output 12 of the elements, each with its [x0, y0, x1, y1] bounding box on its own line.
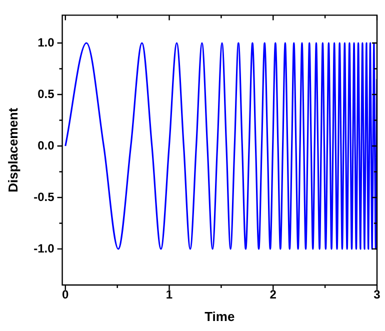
y-tick-label: 1.0	[38, 35, 55, 50]
x-tick-label: 0	[62, 288, 70, 302]
y-tick-label: -1.0	[34, 241, 55, 256]
y-tick-label: -0.5	[34, 190, 55, 204]
y-tick-label: 0.5	[38, 86, 55, 101]
x-axis-title: Time	[204, 308, 235, 324]
x-tick-label: 3	[374, 288, 381, 302]
x-tick-label: 2	[270, 288, 277, 302]
y-tick-label: 0.0	[38, 138, 55, 152]
x-tick-label: 1	[166, 288, 173, 302]
line-series	[64, 42, 377, 250]
y-axis-title: Displacement	[5, 107, 20, 192]
